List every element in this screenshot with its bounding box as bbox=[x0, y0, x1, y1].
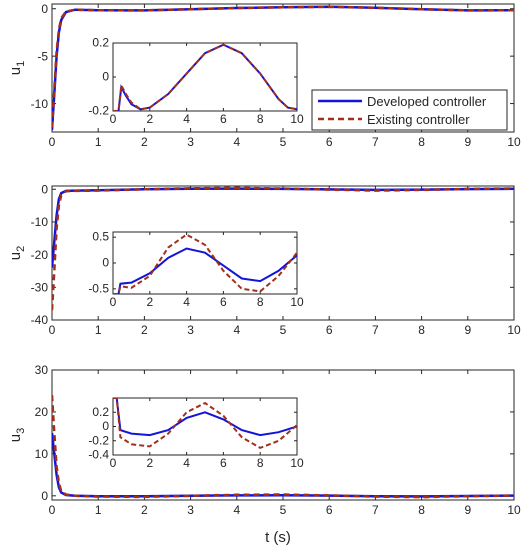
panel-u2-x-tick-label: 10 bbox=[507, 323, 521, 337]
panel-u2-inset-series-developed bbox=[113, 247, 297, 294]
panel-u1-inset-y-tick-label: -0.2 bbox=[88, 104, 109, 118]
panel-u3-y-tick-label: 20 bbox=[35, 405, 49, 419]
panel-u3-x-tick-label: 7 bbox=[372, 503, 379, 517]
panel-u1-x-tick-label: 9 bbox=[464, 135, 471, 149]
panel-u3-x-tick-label: 5 bbox=[280, 503, 287, 517]
panel-u1-y-tick-label: -10 bbox=[31, 97, 49, 111]
panel-u2-y-tick-label: -40 bbox=[31, 313, 49, 327]
panel-u2-inset-x-tick-label: 2 bbox=[146, 295, 153, 309]
panel-u1-inset-series-existing bbox=[113, 43, 297, 111]
legend-label-existing: Existing controller bbox=[367, 112, 470, 127]
panel-u2-y-tick-label: -10 bbox=[31, 215, 49, 229]
panel-u2-inset-y-tick-label: 0.5 bbox=[92, 230, 109, 244]
panel-u1-x-tick-label: 6 bbox=[326, 135, 333, 149]
panel-u1-inset-x-tick-label: 6 bbox=[220, 112, 227, 126]
panel-u1-x-tick-label: 0 bbox=[49, 135, 56, 149]
panel-u1-x-tick-label: 3 bbox=[187, 135, 194, 149]
legend: Developed controller Existing controller bbox=[311, 89, 508, 131]
panel-u2-x-tick-label: 0 bbox=[49, 323, 56, 337]
panel-u1-y-label: u1 bbox=[7, 61, 27, 75]
panel-u3-y-tick-label: 30 bbox=[35, 363, 49, 377]
legend-box bbox=[311, 89, 508, 131]
panel-u2-y-tick-label: -30 bbox=[31, 281, 49, 295]
panel-u2-y-tick-label: 0 bbox=[41, 182, 48, 196]
panel-u3-x-tick-label: 1 bbox=[95, 503, 102, 517]
panel-u1-y-tick-label: 0 bbox=[41, 2, 48, 16]
panel-u1-x-tick-label: 4 bbox=[233, 135, 240, 149]
panel-u2-inset-x-tick-label: 8 bbox=[257, 295, 264, 309]
panel-u1-x-tick-label: 2 bbox=[141, 135, 148, 149]
panel-u3-y-label: u3 bbox=[7, 428, 27, 442]
panel-u3-inset-axes: 0 2 4 6 8 100.20-0.2-0.4 bbox=[88, 397, 304, 470]
panel-u3-x-tick-label: 0 bbox=[49, 503, 56, 517]
panel-u3-inset-y-tick-label: -0.4 bbox=[88, 448, 109, 462]
panel-u2-x-tick-label: 6 bbox=[326, 323, 333, 337]
panel-u2-series-existing bbox=[52, 186, 514, 311]
panel-u2-inset-x-tick-label: 4 bbox=[183, 295, 190, 309]
panel-u3-inset-y-tick-label: -0.2 bbox=[88, 433, 109, 447]
panel-u3-x-tick-label: 4 bbox=[233, 503, 240, 517]
panel-u2-inset-frame bbox=[112, 231, 298, 295]
panel-u1-inset-x-tick-label: 0 bbox=[110, 112, 117, 126]
panel-u2-inset-y-tick-label: -0.5 bbox=[88, 281, 109, 295]
panel-u3-x-tick-label: 8 bbox=[418, 503, 425, 517]
panel-u2-y-tick-label: -20 bbox=[31, 248, 49, 262]
panel-u1-inset-x-tick-label: 4 bbox=[183, 112, 190, 126]
panel-u3-inset-x-tick-label: 10 bbox=[290, 456, 304, 470]
panel-u3-inset-y-tick-label: 0.2 bbox=[92, 405, 109, 419]
panel-u1-inset-x-tick-label: 2 bbox=[146, 112, 153, 126]
panel-u2-inset-x-tick-label: 10 bbox=[290, 295, 304, 309]
panel-u2-inset-x-tick-label: 6 bbox=[220, 295, 227, 309]
panel-u2-x-tick-label: 2 bbox=[141, 323, 148, 337]
panel-u2-x-tick-label: 8 bbox=[418, 323, 425, 337]
panel-u1-series-existing bbox=[52, 5, 514, 128]
panel-u3-x-tick-label: 6 bbox=[326, 503, 333, 517]
panel-u3-x-tick-label: 10 bbox=[507, 503, 521, 517]
panel-u3-series-existing bbox=[52, 395, 514, 499]
panel-u2-x-tick-label: 5 bbox=[280, 323, 287, 337]
panel-u2-x-tick-label: 3 bbox=[187, 323, 194, 337]
panel-u1-x-tick-label: 1 bbox=[95, 135, 102, 149]
panel-u2-x-tick-label: 1 bbox=[95, 323, 102, 337]
panel-u2-y-label: u2 bbox=[7, 246, 27, 260]
panel-u1-x-tick-label: 7 bbox=[372, 135, 379, 149]
panel-u3-y-tick-label: 10 bbox=[35, 447, 49, 461]
panel-u3-inset-x-tick-label: 0 bbox=[110, 456, 117, 470]
panel-u1-x-tick-label: 10 bbox=[507, 135, 521, 149]
panel-u3-x-tick-label: 9 bbox=[464, 503, 471, 517]
panel-u1-y-tick-label: -5 bbox=[37, 49, 48, 63]
panel-u3-y-tick-label: 0 bbox=[41, 489, 48, 503]
panel-u3-x-tick-label: 2 bbox=[141, 503, 148, 517]
panel-u2-x-tick-label: 7 bbox=[372, 323, 379, 337]
panel-u3-inset-x-tick-label: 8 bbox=[257, 456, 264, 470]
x-axis-label: t (s) bbox=[265, 529, 291, 546]
panel-u1-inset-y-tick-label: 0.2 bbox=[92, 36, 109, 50]
panel-u2-x-tick-label: 4 bbox=[233, 323, 240, 337]
panel-u2-x-tick-label: 9 bbox=[464, 323, 471, 337]
panel-u2-inset-x-tick-label: 0 bbox=[110, 295, 117, 309]
panel-u3-inset-frame bbox=[112, 397, 298, 456]
panel-u3-inset-x-tick-label: 2 bbox=[146, 456, 153, 470]
panel-u2-inset-y-tick-label: 0 bbox=[102, 256, 109, 270]
panel-u3-inset-y-tick-label: 0 bbox=[102, 419, 109, 433]
panel-u1-x-tick-label: 8 bbox=[418, 135, 425, 149]
legend-label-developed: Developed controller bbox=[367, 94, 487, 109]
panel-u3-inset-series-existing bbox=[113, 398, 297, 450]
panel-u3-inset-x-tick-label: 6 bbox=[220, 456, 227, 470]
panel-u2-inset-axes: 0 2 4 6 8 100.50-0.5 bbox=[88, 230, 304, 309]
panel-u3-x-tick-label: 3 bbox=[187, 503, 194, 517]
panel-u3-inset-x-tick-label: 4 bbox=[183, 456, 190, 470]
panel-u1-x-tick-label: 5 bbox=[280, 135, 287, 149]
panel-u1-inset-x-tick-label: 10 bbox=[290, 112, 304, 126]
panel-u1-inset-y-tick-label: 0 bbox=[102, 70, 109, 84]
panel-u1-inset-x-tick-label: 8 bbox=[257, 112, 264, 126]
panel-u1-inset-axes: 0 2 4 6 8 100.20-0.2 bbox=[88, 36, 304, 127]
